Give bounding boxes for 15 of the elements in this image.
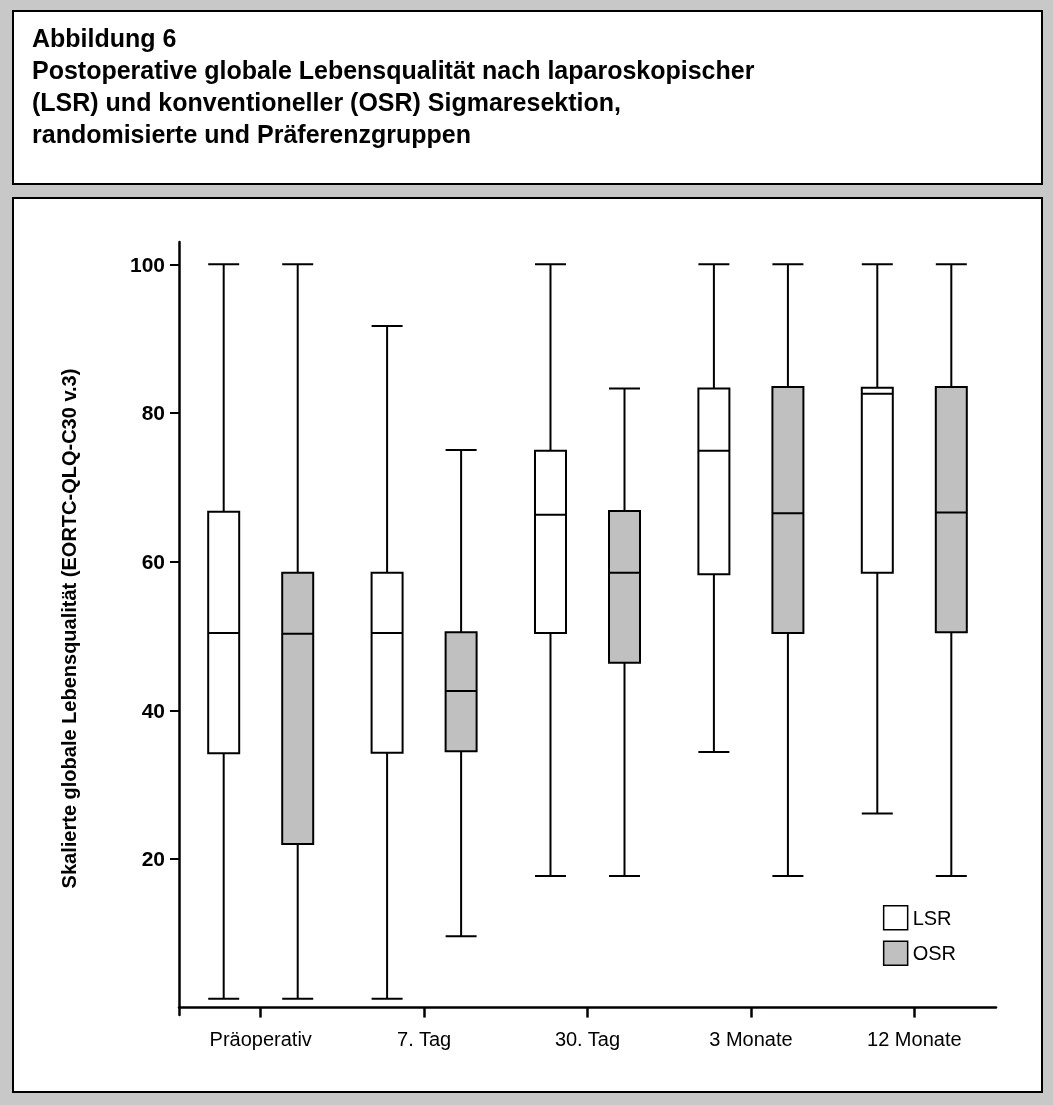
chart-subtitle: Postoperative globale Lebensqualität nach laparoskopischer (LSR) und konventioneller (OSR) Sigmaresektion, randomisierte und Präferenzgruppen bbox=[32, 55, 756, 150]
legend-label: LSR bbox=[912, 906, 952, 929]
y-tick-label: 60 bbox=[141, 550, 165, 574]
y-tick-label: 20 bbox=[141, 847, 165, 871]
chart-title: Abbildung 6 bbox=[32, 23, 178, 54]
x-tick-label: 30. Tag bbox=[554, 1028, 621, 1050]
y-axis-title: Skalierte globale Lebensqualität (EORTC-QLQ-C30 v.3) bbox=[58, 368, 80, 889]
x-tick-label: Präoperativ bbox=[209, 1028, 312, 1050]
y-tick-label: 80 bbox=[141, 401, 165, 425]
y-tick-label: 100 bbox=[129, 252, 165, 276]
legend-label: OSR bbox=[912, 942, 956, 965]
x-tick-label: 3 Monate bbox=[709, 1028, 793, 1050]
x-tick-label: 12 Monate bbox=[867, 1028, 962, 1050]
y-tick-label: 40 bbox=[141, 698, 165, 722]
x-tick-label: 7. Tag bbox=[397, 1028, 452, 1050]
